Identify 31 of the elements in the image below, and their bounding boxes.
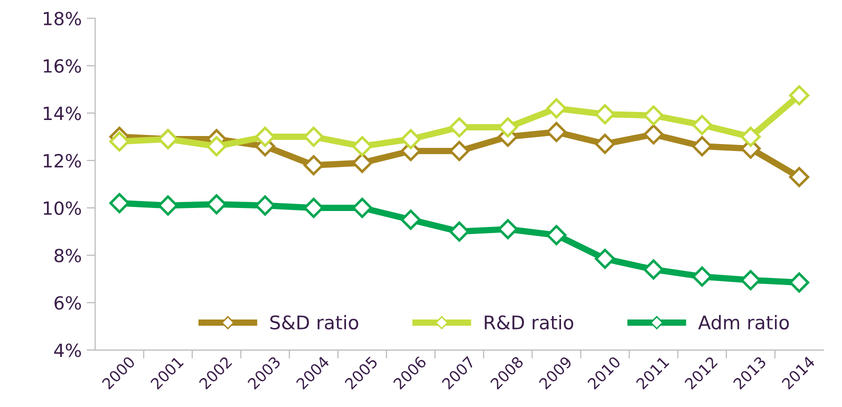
legend-label: Adm ratio <box>698 315 789 330</box>
point <box>643 259 664 280</box>
point <box>449 221 470 242</box>
point <box>740 126 761 147</box>
point <box>594 248 616 269</box>
point <box>594 134 616 154</box>
y-tick-label: 12% <box>44 154 81 168</box>
point <box>206 136 227 156</box>
point <box>789 166 810 188</box>
y-tick-label: 18% <box>44 12 81 26</box>
point <box>400 210 421 230</box>
y-tick-label: 14% <box>44 106 81 120</box>
y-tick-label: 6% <box>54 296 81 310</box>
point <box>692 266 712 287</box>
point <box>546 122 567 142</box>
y-tick-label: 10% <box>44 201 81 215</box>
y-tick-label: 8% <box>54 248 81 262</box>
y-tick-label: 16% <box>44 59 81 73</box>
point <box>546 225 567 246</box>
point <box>789 85 810 106</box>
point <box>692 114 712 136</box>
point <box>546 98 567 118</box>
point <box>643 124 664 144</box>
point <box>255 195 276 216</box>
point <box>352 136 372 156</box>
point <box>352 152 372 173</box>
y-tick-label: 4% <box>54 343 81 358</box>
legend-label: S&D ratio <box>270 315 358 330</box>
legend-label: R&D ratio <box>484 315 574 330</box>
point <box>400 129 421 150</box>
point <box>789 272 810 293</box>
